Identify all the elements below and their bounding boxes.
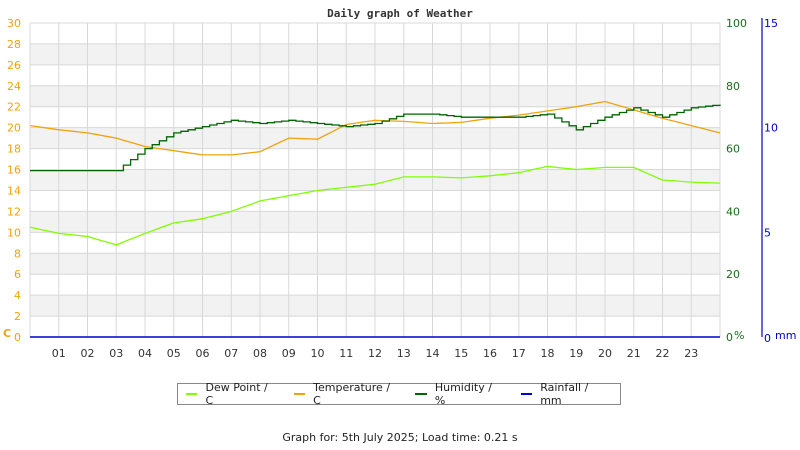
svg-text:28: 28: [7, 38, 21, 51]
hour-axis: 01 02 03 04 05 06 07 08 09 10 11 12 13 14 15 16 17 18 19 20…: [52, 347, 699, 360]
svg-text:8: 8: [14, 247, 21, 260]
svg-text:13: 13: [397, 347, 411, 360]
legend: Dew Point / C Temperature / C Humidity /…: [177, 381, 621, 407]
svg-text:12: 12: [7, 205, 21, 218]
svg-text:03: 03: [109, 347, 123, 360]
svg-text:07: 07: [224, 347, 238, 360]
dew-line: [29, 165, 721, 246]
svg-text:09: 09: [282, 347, 296, 360]
svg-text:24: 24: [7, 80, 21, 93]
humidity-axis: 0 20 40 60 80 100: [726, 17, 747, 344]
svg-text:0: 0: [726, 331, 733, 344]
svg-text:22: 22: [656, 347, 670, 360]
svg-text:40: 40: [726, 205, 740, 218]
svg-text:0: 0: [764, 332, 771, 345]
svg-text:20: 20: [726, 268, 740, 281]
svg-text:14: 14: [426, 347, 440, 360]
svg-text:05: 05: [167, 347, 181, 360]
temperature-swatch-icon: [293, 393, 306, 395]
left-axis-unit: C: [3, 327, 11, 340]
svg-text:0: 0: [14, 331, 21, 344]
rainfall-swatch-icon: [520, 393, 533, 395]
svg-text:21: 21: [627, 347, 641, 360]
svg-text:10: 10: [7, 226, 21, 239]
legend-label: Temperature / C: [313, 381, 391, 407]
svg-text:04: 04: [138, 347, 152, 360]
data-series: [29, 100, 721, 338]
svg-text:08: 08: [253, 347, 267, 360]
legend-item-humidity: Humidity / %: [411, 381, 502, 407]
svg-text:17: 17: [512, 347, 526, 360]
svg-text:16: 16: [483, 347, 497, 360]
svg-text:12: 12: [368, 347, 382, 360]
temperature-line: [29, 100, 721, 156]
svg-text:06: 06: [196, 347, 210, 360]
svg-text:6: 6: [14, 268, 21, 281]
svg-text:26: 26: [7, 59, 21, 72]
svg-text:20: 20: [598, 347, 612, 360]
legend-item-rainfall: Rainfall / mm: [517, 381, 610, 407]
rainfall-axis-unit: mm: [775, 329, 796, 342]
svg-text:4: 4: [14, 289, 21, 302]
svg-text:80: 80: [726, 80, 740, 93]
legend-item-dew-point: Dew Point / C: [182, 381, 276, 407]
legend-label: Rainfall / mm: [540, 381, 589, 407]
humidity-axis-unit: %: [734, 329, 744, 342]
graph-footer: Graph for: 5th July 2025; Load time: 0.2…: [282, 431, 518, 444]
svg-text:14: 14: [7, 184, 21, 197]
svg-text:19: 19: [569, 347, 583, 360]
svg-text:60: 60: [726, 143, 740, 156]
svg-text:100: 100: [726, 17, 747, 30]
svg-text:18: 18: [7, 143, 21, 156]
svg-text:10: 10: [311, 347, 325, 360]
svg-text:18: 18: [541, 347, 555, 360]
humidity-line: [30, 104, 721, 172]
svg-text:01: 01: [52, 347, 66, 360]
svg-text:02: 02: [81, 347, 95, 360]
svg-text:10: 10: [764, 122, 778, 135]
legend-item-temperature: Temperature / C: [290, 381, 398, 407]
svg-text:20: 20: [7, 122, 21, 135]
chart-title: Daily graph of Weather: [327, 7, 473, 20]
svg-text:15: 15: [764, 17, 778, 30]
legend-label: Humidity / %: [434, 381, 492, 407]
dew-point-swatch-icon: [186, 393, 198, 395]
svg-text:22: 22: [7, 101, 21, 114]
svg-text:30: 30: [7, 17, 21, 30]
legend-label: Dew Point / C: [205, 381, 268, 407]
svg-text:15: 15: [454, 347, 468, 360]
svg-text:11: 11: [339, 347, 353, 360]
svg-text:23: 23: [684, 347, 698, 360]
rainfall-axis: 0 5 10 15: [761, 17, 778, 345]
svg-text:16: 16: [7, 164, 21, 177]
grid-lines: [29, 22, 721, 338]
humidity-swatch-icon: [415, 393, 427, 395]
svg-text:5: 5: [764, 226, 771, 239]
svg-text:2: 2: [14, 310, 21, 323]
